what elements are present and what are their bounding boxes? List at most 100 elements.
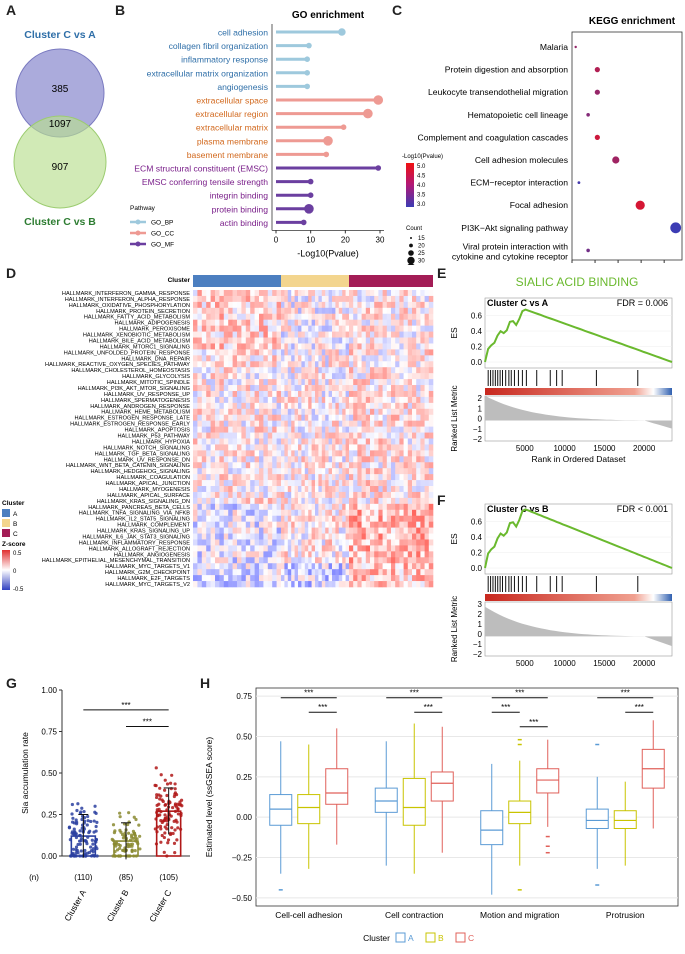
heatmap-cell [412,396,417,404]
heatmap-cell [284,408,289,416]
heatmap-cell [201,551,207,558]
heatmap-cell [215,343,220,350]
heatmap-cell [298,462,302,469]
heatmap-cell [357,521,362,528]
heatmap-cell [237,527,242,534]
heatmap-cell [311,313,316,320]
heatmap-row-label: HALLMARK_MYOGENESIS [119,487,190,493]
heatmap-cell [263,545,269,552]
heatmap-cell [374,563,379,570]
heatmap-cell [374,313,379,320]
heatmap-cell [335,491,340,499]
heatmap-cell [318,307,323,315]
heatmap-cell [276,307,282,315]
heatmap-cell [349,331,354,338]
heatmap-cell [237,503,242,511]
heatmap-cell [201,474,207,481]
box-group-label: Cell-cell adhesion [275,910,342,920]
heatmap-cell [284,474,289,481]
heatmap-cell [197,355,203,362]
go-legend-dot [135,230,141,236]
heatmap-cell [357,468,362,475]
bar-point [79,810,83,814]
heatmap-cell [420,539,425,546]
heatmap-cell [287,367,292,374]
heatmap-cell [301,450,306,457]
heatmap-cell [287,527,292,534]
heatmap-cell [276,295,282,303]
heatmap-cell [215,390,220,398]
heatmap-cell [325,503,329,511]
heatmap-cell [291,337,295,344]
heatmap-cell [304,491,309,499]
heatmap-cell [332,408,336,416]
heatmap-cell [386,581,392,588]
heatmap-cell [237,581,242,588]
heatmap-cell [206,396,211,404]
heatmap-cell [245,521,251,528]
heatmap-cell [245,486,251,493]
heatmap-cell [294,545,299,552]
bar-point [80,817,84,822]
heatmap-cell [298,390,302,398]
heatmap-cell [267,575,273,582]
heatmap-cell [193,575,198,582]
heatmap-cell [353,563,358,570]
venn-circle-b [13,115,107,209]
gsea-x-tick: 5000 [516,444,534,453]
heatmap-cell [403,497,409,505]
bar-point [89,819,93,824]
heatmap-cell [321,521,326,528]
heatmap-cell [328,486,333,493]
heatmap-cell [237,480,242,487]
heatmap-cell [428,527,434,534]
heatmap-cell [386,450,392,457]
heatmap-cell [223,527,229,534]
heatmap-cell [338,420,343,427]
heatmap-cell [237,557,242,564]
heatmap-cell [321,432,326,439]
heatmap-cell [428,450,434,457]
heatmap-cell [304,497,309,505]
heatmap-cell [245,515,251,522]
kegg-size-dot [410,237,412,239]
kegg-colorbar [406,163,414,207]
heatmap-cell [386,426,392,433]
heatmap-cell [223,301,229,309]
heatmap-cell [318,581,323,588]
box-legend-label: C [468,933,474,943]
heatmap-cell [335,390,340,398]
heatmap-cell [374,497,379,505]
heatmap-cell [370,295,375,303]
heatmap-cell [276,497,282,505]
heatmap-cell [412,331,417,338]
heatmap-cell [301,367,306,374]
heatmap-cell [412,581,417,588]
heatmap-cell [332,295,336,303]
heatmap-cell [232,432,238,439]
heatmap-cell [335,551,340,558]
gsea-running-es [484,508,673,569]
heatmap-cell [272,474,277,481]
heatmap-cell [272,527,277,534]
heatmap-cell [294,426,299,433]
heatmap-cell [287,319,292,326]
heatmap-cell [237,307,242,315]
heatmap-cell [395,361,400,368]
heatmap-cell [193,337,198,344]
heatmap-cell [407,385,413,392]
heatmap-cell [374,533,379,540]
heatmap-cell [399,509,404,517]
go-x-tick-label: 20 [341,235,350,244]
heatmap-cell [365,575,371,582]
heatmap-cell [399,313,404,320]
heatmap-cell [342,468,346,475]
heatmap-cell [403,444,409,451]
heatmap-cell [241,367,247,374]
heatmap-cell [378,402,383,410]
box-sig-label: *** [515,689,524,698]
heatmap-cell [321,468,326,475]
heatmap-cell [308,361,312,368]
heatmap-cell [370,575,375,582]
heatmap-cell [391,343,396,350]
